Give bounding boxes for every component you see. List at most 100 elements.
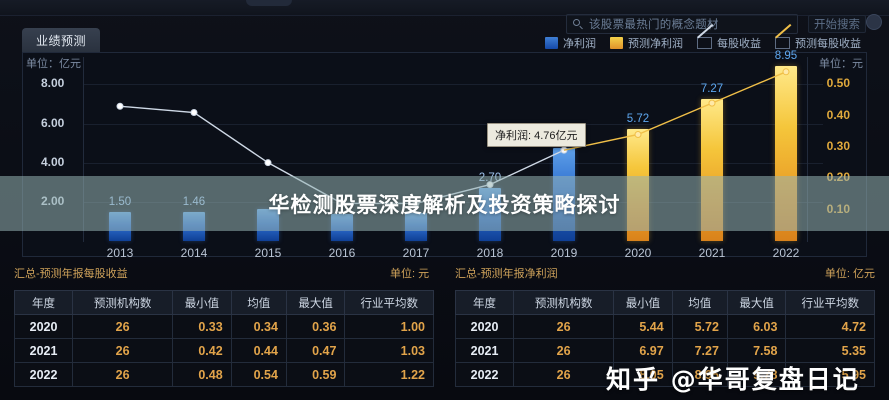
table-cell: 26 [513,362,615,387]
table-cell: 0.42 [172,338,232,363]
table-column-header: 行业平均数 [344,290,434,315]
table-cell: 5.72 [671,314,728,339]
table-cell: 8.05 [613,362,673,387]
legend-swatch-forecast-eps [775,37,790,49]
legend-label-forecast-eps: 预测每股收益 [795,38,861,50]
help-icon[interactable] [866,14,882,30]
chart-tooltip: 净利润: 4.76亿元 [487,123,586,147]
x-axis-tick: 2016 [328,246,356,260]
bar-value-label: 7.27 [700,82,724,95]
legend-label-net-profit: 净利润 [563,38,596,50]
y-axis-right-line [807,57,808,242]
section-title-profit: 汇总-预测年报净利润 [455,268,558,280]
bar-value-label: 5.72 [626,112,650,125]
table-column-header: 年度 [13,290,74,315]
table-cell: 26 [513,314,615,339]
table-column-header: 行业平均数 [785,290,875,315]
table-cell: 26 [72,314,174,339]
table-cell: 1.03 [344,338,434,363]
table-cell: 2022 [454,362,515,387]
table-cell: 1.22 [344,362,434,387]
table-cell: 0.54 [230,362,287,387]
table-cell: 5.35 [785,338,875,363]
table-cell: 7.58 [726,338,787,363]
table-row[interactable]: 2020 26 0.33 0.34 0.36 1.00 [13,314,434,339]
table-cell: 0.36 [285,314,346,339]
table-column-header: 最大值 [285,290,346,315]
table-cell: 26 [72,338,174,363]
legend-item-forecast-net-profit[interactable]: 预测净利润 [610,35,683,51]
table-cell: 2020 [454,314,515,339]
table-cell: 1.00 [344,314,434,339]
y-axis-left-tick: 6.00 [41,115,65,130]
bar-value-label: 8.95 [774,49,798,62]
table-cell: 6.03 [726,314,787,339]
table-cell: 0.44 [230,338,287,363]
start-search-button[interactable]: 开始搜索 [808,15,866,33]
table-header-row: 年度 预测机构数 最小值 均值 最大值 行业平均数 [13,290,434,315]
section-title-eps: 汇总-预测年报每股收益 [14,268,128,280]
chart-unit-left: 单位：亿元 [26,58,81,70]
x-axis-tick: 2017 [402,246,430,260]
x-axis-tick: 2018 [476,246,504,260]
table-cell: 26 [513,338,615,363]
table-cell: 0.33 [172,314,232,339]
chart-unit-right: 单位：元 [819,58,863,70]
y-axis-left-line [83,57,84,242]
table-cell: 8.95 [671,362,728,387]
x-axis-tick: 2021 [698,246,726,260]
legend-item-net-profit[interactable]: 净利润 [545,35,596,51]
overlay-banner-title: 华检测股票深度解析及投资策略探讨 [268,192,621,217]
table-column-header: 最小值 [172,290,232,315]
table-cell: 4.72 [785,314,875,339]
search-placeholder: 该股票最热门的概念题材 [589,19,719,31]
watermark: 知乎 @华哥复盘日记 [606,365,860,394]
section-unit-eps: 单位: 元 [390,268,430,280]
y-axis-left-tick: 8.00 [41,76,65,91]
legend-label-forecast-net-profit: 预测净利润 [628,38,683,50]
table-column-header: 预测机构数 [513,290,615,315]
legend-label-eps: 每股收益 [717,38,761,50]
legend-item-eps[interactable]: 每股收益 [697,35,761,51]
y-axis-right-tick: 0.40 [826,107,850,122]
table-cell: 2020 [13,314,74,339]
x-axis-tick: 2022 [772,246,800,260]
x-axis-tick: 2020 [624,246,652,260]
profit-forecast-table: 年度 预测机构数 最小值 均值 最大值 行业平均数 2020 26 5.44 5.72 6.03 4.… [454,290,875,387]
y-axis-right-tick: 0.50 [826,76,850,91]
chart-gridline [83,84,823,86]
table-row[interactable]: 2021 26 6.97 7.27 7.58 5.35 [454,338,875,363]
table-cell: 0.47 [285,338,346,363]
x-axis-tick: 2019 [550,246,578,260]
legend-swatch-forecast-net-profit [610,37,623,49]
table-header-row: 年度 预测机构数 最小值 均值 最大值 行业平均数 [454,290,875,315]
chart-legend: 净利润 预测净利润 每股收益 预测每股收益 [545,36,861,50]
window-topbar [0,0,889,16]
legend-item-forecast-eps[interactable]: 预测每股收益 [775,35,861,51]
y-axis-left-tick: 4.00 [41,154,65,169]
table-column-header: 年度 [454,290,515,315]
table-cell: 2021 [454,338,515,363]
table-cell: 5.44 [613,314,673,339]
topbar-notch [246,0,292,6]
x-axis-tick: 2014 [180,246,208,260]
legend-swatch-net-profit [545,37,558,49]
x-axis-tick: 2015 [254,246,282,260]
search-icon [573,18,584,30]
search-input[interactable]: 该股票最热门的概念题材 [566,14,798,34]
table-cell: 5.95 [785,362,875,387]
table-column-header: 最小值 [613,290,673,315]
section-unit-profit: 单位: 亿元 [824,268,875,280]
table-row[interactable]: 2022 26 8.05 8.95 9.78 5.95 [454,362,875,387]
table-cell: 26 [72,362,174,387]
table-row[interactable]: 2021 26 0.42 0.44 0.47 1.03 [13,338,434,363]
table-cell: 2022 [13,362,74,387]
table-cell: 0.48 [172,362,232,387]
tab-performance-forecast[interactable]: 业绩预测 [22,28,100,52]
table-cell: 2021 [13,338,74,363]
table-column-header: 均值 [671,290,728,315]
table-row[interactable]: 2020 26 5.44 5.72 6.03 4.72 [454,314,875,339]
table-column-header: 最大值 [726,290,787,315]
table-row[interactable]: 2022 26 0.48 0.54 0.59 1.22 [13,362,434,387]
